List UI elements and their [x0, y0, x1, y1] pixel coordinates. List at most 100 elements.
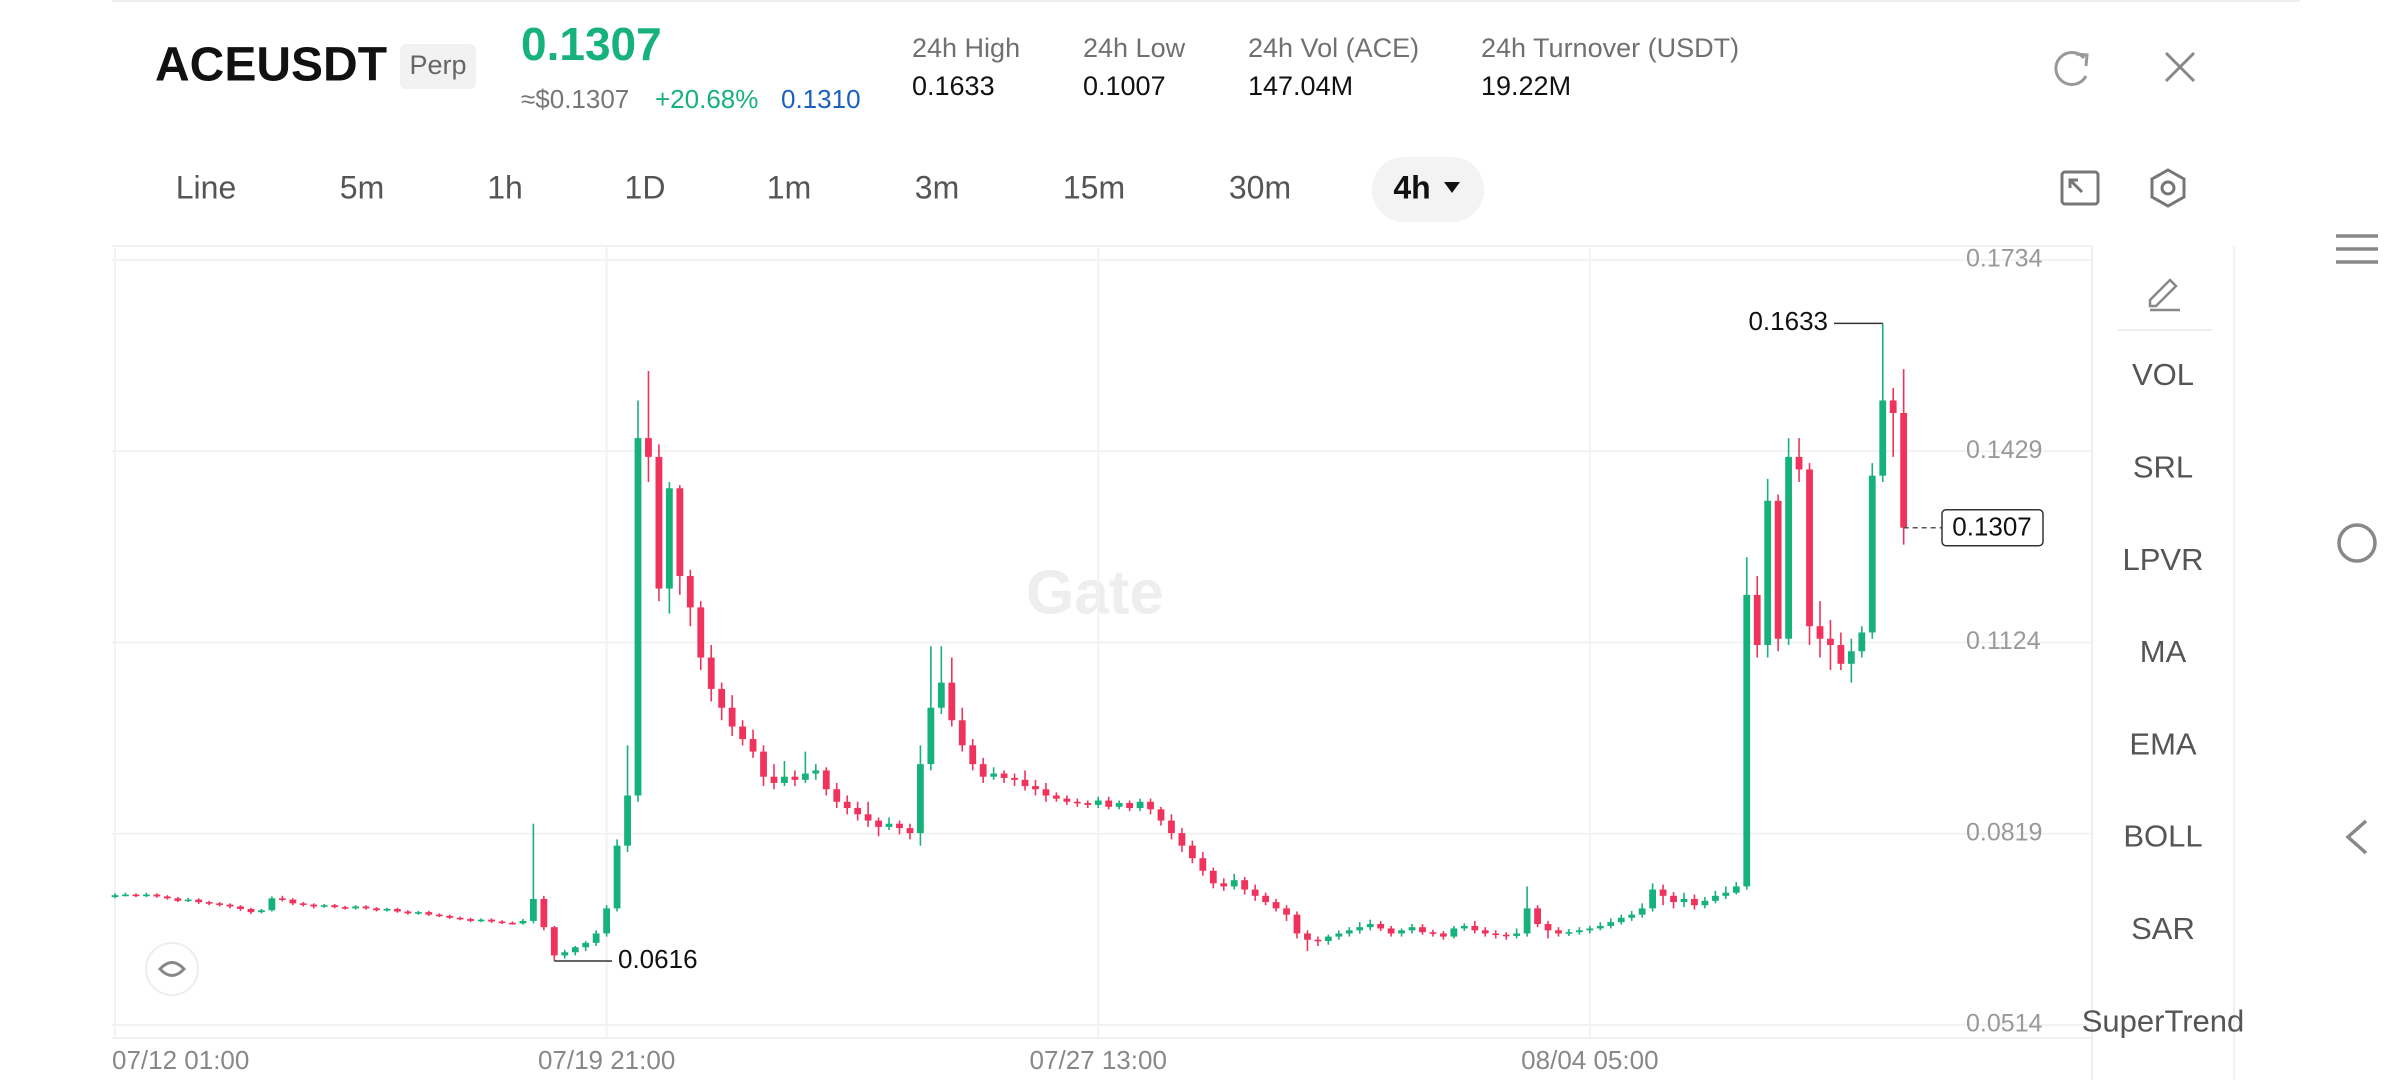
candle-body	[362, 906, 370, 909]
overlay: 0.1633 0.0616 0.1307	[554, 306, 2044, 974]
candle-body	[603, 908, 611, 934]
refresh-icon[interactable]	[2054, 50, 2089, 86]
candle-body	[268, 898, 276, 911]
indicator[interactable]: MA	[2140, 634, 2187, 669]
candle-body	[561, 952, 569, 956]
stat-label: 24h High	[912, 33, 1020, 63]
candle-body	[1638, 908, 1646, 915]
candle-body	[1617, 917, 1625, 923]
candle-body	[655, 456, 663, 589]
indicator[interactable]: SuperTrend	[2082, 1003, 2245, 1038]
indicator[interactable]: LPVR	[2123, 542, 2204, 577]
candle-body	[1523, 908, 1531, 934]
candle-body	[718, 688, 726, 708]
candle-body	[833, 789, 841, 802]
candle-body	[1879, 400, 1887, 476]
candle-body	[320, 905, 328, 907]
last-price-tag	[1941, 509, 2044, 547]
candle-body	[509, 922, 516, 925]
candle-body	[205, 902, 213, 904]
candle-body	[937, 682, 945, 708]
close-icon[interactable]	[2164, 51, 2196, 83]
candle-body	[1492, 933, 1500, 936]
timeframe-tab[interactable]: 1m	[767, 169, 811, 205]
candles	[111, 323, 1908, 962]
menu-icon[interactable]	[2336, 234, 2378, 264]
candle-body	[1262, 895, 1269, 903]
candle-body	[1335, 933, 1343, 937]
candle-body	[1534, 908, 1541, 925]
timeframe-tab[interactable]: 3m	[915, 169, 959, 205]
y-tick-label: 0.1734	[1966, 245, 2043, 273]
timeframe-tab[interactable]: 5m	[340, 169, 384, 205]
candle-body	[645, 438, 652, 457]
indicator[interactable]: VOL	[2132, 357, 2194, 392]
indicator[interactable]: EMA	[2129, 726, 2197, 761]
candle-body	[1377, 924, 1385, 929]
timeframe-tab[interactable]: 4h	[1393, 169, 1430, 205]
last-price-label: 0.1307	[1952, 512, 2032, 542]
candle-body	[1607, 922, 1615, 926]
dropdown-arrow[interactable]	[1444, 182, 1460, 193]
candle-body	[1209, 870, 1217, 884]
eye-button[interactable]	[145, 942, 199, 996]
timeframe-tab[interactable]: 1h	[487, 169, 523, 205]
candle-body	[1732, 886, 1740, 893]
indicator[interactable]: SAR	[2131, 911, 2195, 946]
candle-body	[1304, 933, 1311, 940]
indicator[interactable]: BOLL	[2123, 819, 2202, 854]
candle-body	[1670, 895, 1677, 903]
candle-body	[760, 751, 767, 777]
candle-body	[1272, 902, 1280, 909]
candle-body	[1900, 413, 1908, 528]
candle-body	[394, 908, 401, 912]
candle-body	[383, 908, 391, 911]
candle-body	[749, 739, 757, 752]
candle-body	[142, 894, 150, 897]
candle-body	[864, 814, 872, 821]
home-icon[interactable]	[2337, 523, 2377, 563]
candle-body	[1649, 889, 1657, 909]
timeframe-tab[interactable]: 1D	[625, 169, 666, 205]
candle-body	[477, 919, 485, 922]
candle-body	[812, 770, 820, 774]
y-tick-label: 0.1124	[1966, 627, 2041, 655]
timeframe-tab[interactable]: 15m	[1063, 169, 1125, 205]
candle-body	[122, 894, 129, 897]
candle-body	[1711, 895, 1719, 901]
candle-body	[1094, 800, 1102, 805]
candle-body	[1586, 928, 1594, 931]
candle-body	[1241, 880, 1249, 890]
candle-body	[1053, 795, 1060, 799]
indicator[interactable]: SRL	[2133, 449, 2193, 484]
timeframe-tab[interactable]: Line	[176, 169, 237, 205]
candle-body	[184, 899, 192, 902]
layout-icon[interactable]	[2060, 170, 2100, 206]
badge-bg	[400, 44, 476, 89]
settings-icon[interactable]	[2150, 168, 2186, 208]
candle-body	[289, 899, 297, 904]
candle-body	[1659, 889, 1667, 896]
candle-body	[1115, 803, 1123, 807]
candle-body	[373, 908, 380, 911]
back-icon[interactable]	[2345, 819, 2368, 855]
timeframe-tab[interactable]: 30m	[1229, 169, 1291, 205]
watermark: Gate	[1026, 558, 1164, 627]
candle-body	[1785, 456, 1792, 639]
draw-icon[interactable]	[2148, 278, 2180, 312]
candle-body	[1419, 927, 1426, 933]
candle-body	[1460, 925, 1468, 929]
candle-body	[1691, 898, 1698, 906]
candle-body	[686, 576, 694, 608]
candle-body	[781, 776, 788, 783]
candle-body	[1429, 932, 1437, 934]
stat-value: 0.1007	[1083, 71, 1166, 101]
candle-body	[1837, 645, 1845, 664]
candle-body	[1440, 933, 1447, 937]
x-tick-label: 07/12 01:00	[112, 1045, 249, 1075]
symbol[interactable]: ACEUSDT	[155, 39, 387, 92]
x-tick-label: 07/27 13:00	[1030, 1045, 1167, 1075]
candle-body	[446, 915, 454, 918]
candle-body	[948, 682, 956, 721]
candle-body	[990, 773, 998, 777]
